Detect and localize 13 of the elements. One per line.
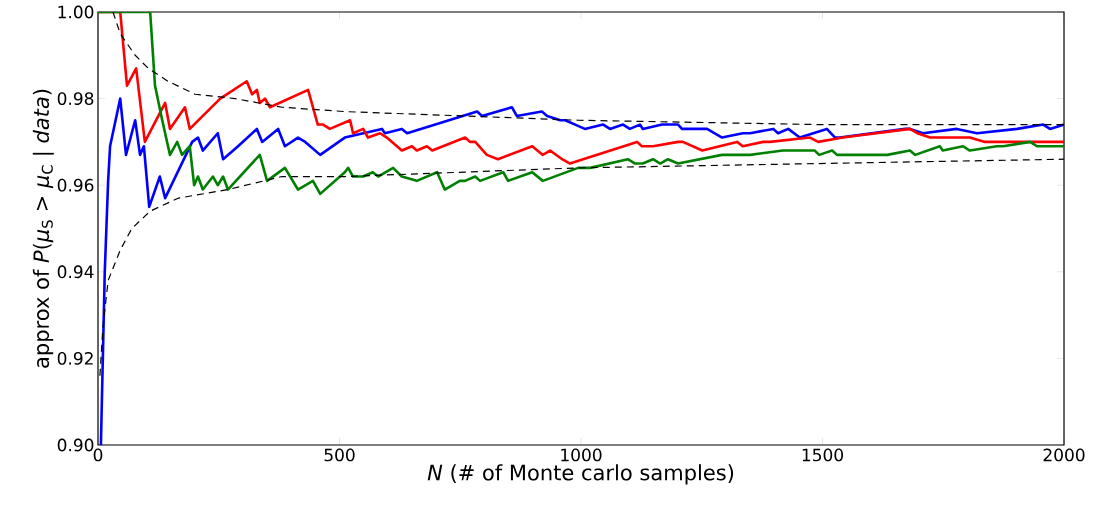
y-tick-label: 0.92	[57, 351, 93, 365]
y-tick-label: 1.00	[58, 5, 94, 19]
x-tick-label: 1500	[802, 448, 843, 462]
x-axis-title: N (# of Monte carlo samples)	[427, 464, 734, 485]
x-tick-label: 500	[324, 448, 355, 462]
text: approx of P(μ$_{S}$ > μ$_{C}$ | data)	[32, 89, 54, 368]
y-tick-label: 0.94	[57, 265, 94, 279]
x-tick-label: 0	[93, 448, 103, 462]
x-tick-label: 1000	[561, 448, 602, 462]
y-tick-label: 0.90	[57, 438, 94, 452]
y-tick-label: 0.96	[57, 178, 94, 192]
y-tick-label: 0.98	[57, 92, 94, 106]
x-tick-label: 2000	[1043, 448, 1085, 462]
